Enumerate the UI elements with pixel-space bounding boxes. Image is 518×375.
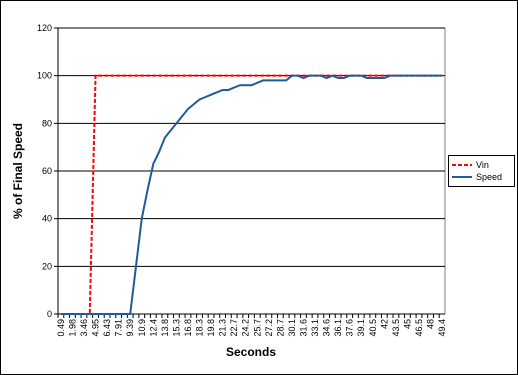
- x-tick-label: 6.43: [102, 319, 112, 337]
- x-tick-label: 1.98: [67, 319, 77, 337]
- x-tick-label: 42: [379, 319, 389, 329]
- x-tick-label: 13.8: [160, 319, 170, 337]
- x-tick-label: 9.39: [125, 319, 135, 337]
- x-tick-label: 3.46: [79, 319, 89, 337]
- x-tick-label: 39.1: [356, 319, 366, 337]
- series-line: [60, 74, 443, 315]
- x-tick-label: 21.3: [218, 319, 228, 337]
- y-tick-label: 0: [47, 309, 52, 319]
- y-tick-label: 40: [42, 214, 52, 224]
- x-tick-label: 10.9: [137, 319, 147, 337]
- x-tick-label: 40.5: [368, 319, 378, 337]
- y-tick-label: 80: [42, 118, 52, 128]
- x-tick-label: 12.4: [148, 319, 158, 337]
- x-tick-label: 43.5: [391, 319, 401, 337]
- x-tick-label: 37.6: [345, 319, 355, 337]
- x-tick-label: 19.8: [206, 319, 216, 337]
- x-tick-label: 25.7: [252, 319, 262, 337]
- y-tick-label: 60: [42, 166, 52, 176]
- x-tick-label: 36.1: [333, 319, 343, 337]
- x-tick-label: 7.91: [114, 319, 124, 337]
- x-tick-label: 22.7: [229, 319, 239, 337]
- x-tick-label: 18.3: [195, 319, 205, 337]
- x-tick-label: 28.7: [275, 319, 285, 337]
- x-tick-label: 16.8: [183, 319, 193, 337]
- y-tick-label: 120: [37, 23, 52, 33]
- x-tick-label: 46.5: [414, 319, 424, 337]
- legend: [448, 155, 515, 187]
- y-tick-label: 20: [42, 261, 52, 271]
- x-tick-label: 33.1: [310, 319, 320, 337]
- legend-label: Vin: [476, 160, 489, 170]
- series-line: [60, 74, 443, 315]
- x-tick-label: 4.95: [91, 319, 101, 337]
- x-tick-label: 0.49: [56, 319, 66, 337]
- y-axis-title: % of Final Speed: [11, 123, 25, 219]
- x-tick-label: 24.2: [241, 319, 251, 337]
- x-tick-label: 45: [402, 319, 412, 329]
- x-tick-label: 30.1: [287, 319, 297, 337]
- x-tick-label: 48: [426, 319, 436, 329]
- y-tick-label: 100: [37, 71, 52, 81]
- x-tick-label: 49.4: [437, 319, 447, 337]
- x-tick-label: 15.3: [171, 319, 181, 337]
- x-tick-label: 34.6: [322, 319, 332, 337]
- legend-label: Speed: [476, 172, 502, 182]
- x-tick-label: 31.6: [298, 319, 308, 337]
- x-tick-label: 27.2: [264, 319, 274, 337]
- x-axis-title: Seconds: [226, 345, 276, 359]
